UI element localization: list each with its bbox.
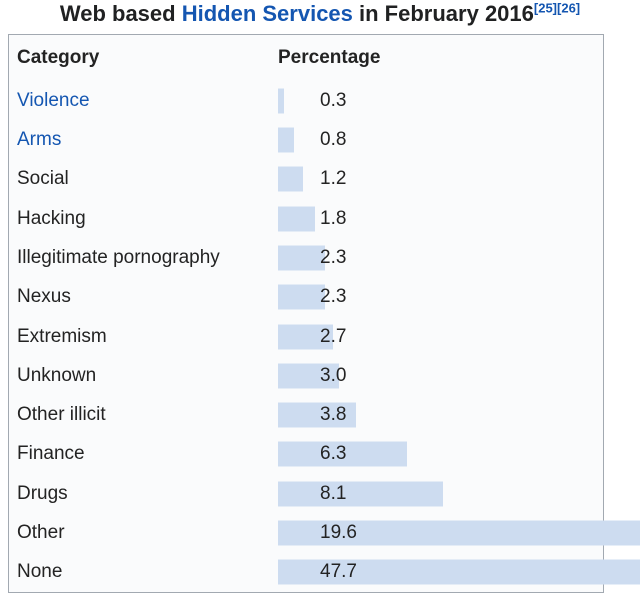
table-row: Illegitimate pornography 2.3	[9, 238, 603, 277]
category-label-finance: Finance	[17, 443, 85, 465]
table-row: Hacking 1.8	[9, 199, 603, 238]
percentage-value: 1.2	[320, 168, 347, 190]
percentage-value: 19.6	[320, 522, 357, 544]
table-row: Other illicit 3.8	[9, 396, 603, 435]
percentage-value: 6.3	[320, 443, 347, 465]
percentage-column-header: Percentage	[278, 47, 381, 68]
category-label-other-illicit: Other illicit	[17, 404, 106, 426]
hidden-services-link[interactable]: Hidden Services	[181, 1, 353, 26]
table-row: Nexus 2.3	[9, 278, 603, 317]
percentage-bar	[278, 481, 444, 507]
percentage-bar	[278, 88, 285, 114]
percentage-value: 3.8	[320, 404, 347, 426]
percentage-value: 1.8	[320, 207, 347, 229]
category-label-illegitimate-pornography: Illegitimate pornography	[17, 246, 220, 268]
table-header-row: Category Percentage	[9, 35, 603, 81]
percentage-bar	[278, 441, 407, 467]
table-row: None 47.7	[9, 553, 640, 592]
percentage-bar	[278, 166, 303, 192]
category-column-header: Category	[17, 47, 100, 68]
percentage-value: 2.3	[320, 246, 347, 268]
table-row: Violence 0.3	[9, 81, 603, 120]
percentage-bar	[278, 245, 325, 271]
percentage-bar	[278, 363, 340, 389]
category-label-drugs: Drugs	[17, 482, 68, 504]
percentage-value: 0.8	[320, 128, 347, 150]
percentage-bar	[278, 402, 356, 428]
percentage-value: 2.7	[320, 325, 347, 347]
percentage-value: 3.0	[320, 364, 347, 386]
percentage-value: 8.1	[320, 482, 347, 504]
percentage-bar	[278, 206, 315, 232]
reference-26-link[interactable]: [26]	[557, 0, 581, 16]
table-row: Arms 0.8	[9, 120, 603, 159]
category-label-other: Other	[17, 522, 65, 544]
percentage-bar	[278, 559, 640, 585]
percentage-bar	[278, 520, 640, 546]
reference-25-link[interactable]: [25]	[533, 0, 558, 16]
table-row: Other 19.6	[9, 513, 640, 552]
category-label-unknown: Unknown	[17, 364, 97, 386]
table-row: Finance 6.3	[9, 435, 603, 474]
title-references: [25][26]	[534, 1, 580, 16]
category-label-none: None	[17, 561, 63, 583]
percentage-value: 0.3	[320, 89, 347, 111]
table-row: Unknown 3.0	[9, 356, 603, 395]
category-label-nexus: Nexus	[17, 286, 71, 308]
chart-title: Web based Hidden Services in February 20…	[0, 1, 640, 27]
title-text-after: in February 2016	[352, 1, 534, 26]
percentage-value: 2.3	[320, 286, 347, 308]
category-link-violence[interactable]: Violence	[17, 89, 90, 111]
table-row: Social 1.2	[9, 160, 603, 199]
percentage-value: 47.7	[320, 561, 357, 583]
table-row: Extremism 2.7	[9, 317, 603, 356]
bar-table: Category Percentage Violence 0.3 Arms 0.…	[8, 34, 640, 593]
percentage-bar	[278, 127, 295, 153]
percentage-bar	[278, 324, 334, 350]
percentage-bar	[278, 284, 325, 310]
title-text-before: Web based	[59, 1, 182, 26]
category-label-social: Social	[17, 168, 69, 190]
category-link-arms[interactable]: Arms	[17, 128, 62, 150]
table-row: Drugs 8.1	[9, 474, 603, 513]
category-label-extremism: Extremism	[17, 325, 107, 347]
category-label-hacking: Hacking	[17, 207, 86, 229]
